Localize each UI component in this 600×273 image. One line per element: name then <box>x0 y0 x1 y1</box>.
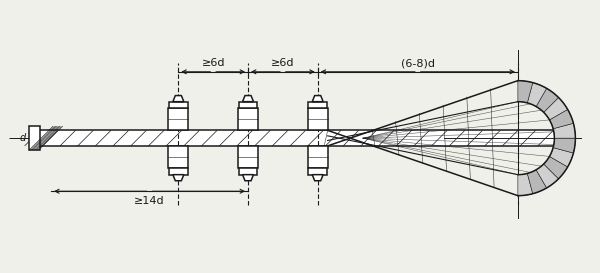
Polygon shape <box>553 123 575 138</box>
Polygon shape <box>550 148 574 167</box>
Polygon shape <box>173 175 184 181</box>
Bar <box>308 146 328 168</box>
Bar <box>169 168 188 175</box>
Bar <box>238 146 258 168</box>
Polygon shape <box>312 175 323 181</box>
Polygon shape <box>312 96 323 102</box>
Polygon shape <box>242 96 253 102</box>
Polygon shape <box>242 175 253 181</box>
Bar <box>29 126 40 150</box>
Bar <box>308 168 327 175</box>
Bar <box>308 102 327 108</box>
Polygon shape <box>518 81 533 103</box>
Polygon shape <box>553 138 575 153</box>
Polygon shape <box>518 173 533 196</box>
Polygon shape <box>544 156 568 179</box>
Text: ≥6d: ≥6d <box>271 58 295 69</box>
Text: ≥14d: ≥14d <box>134 196 165 206</box>
Bar <box>308 108 328 130</box>
Bar <box>169 102 188 108</box>
Text: d: d <box>19 133 26 143</box>
Polygon shape <box>536 164 559 188</box>
Bar <box>239 102 257 108</box>
Polygon shape <box>527 170 547 194</box>
Polygon shape <box>544 97 568 120</box>
Polygon shape <box>527 83 547 106</box>
Polygon shape <box>173 96 184 102</box>
Text: (6-8)d: (6-8)d <box>401 58 435 69</box>
Polygon shape <box>550 109 574 129</box>
Text: ≥6d: ≥6d <box>202 58 225 69</box>
Bar <box>40 130 554 146</box>
Bar <box>238 108 258 130</box>
Bar <box>239 168 257 175</box>
Bar <box>169 108 188 130</box>
Polygon shape <box>536 88 559 112</box>
Bar <box>169 146 188 168</box>
